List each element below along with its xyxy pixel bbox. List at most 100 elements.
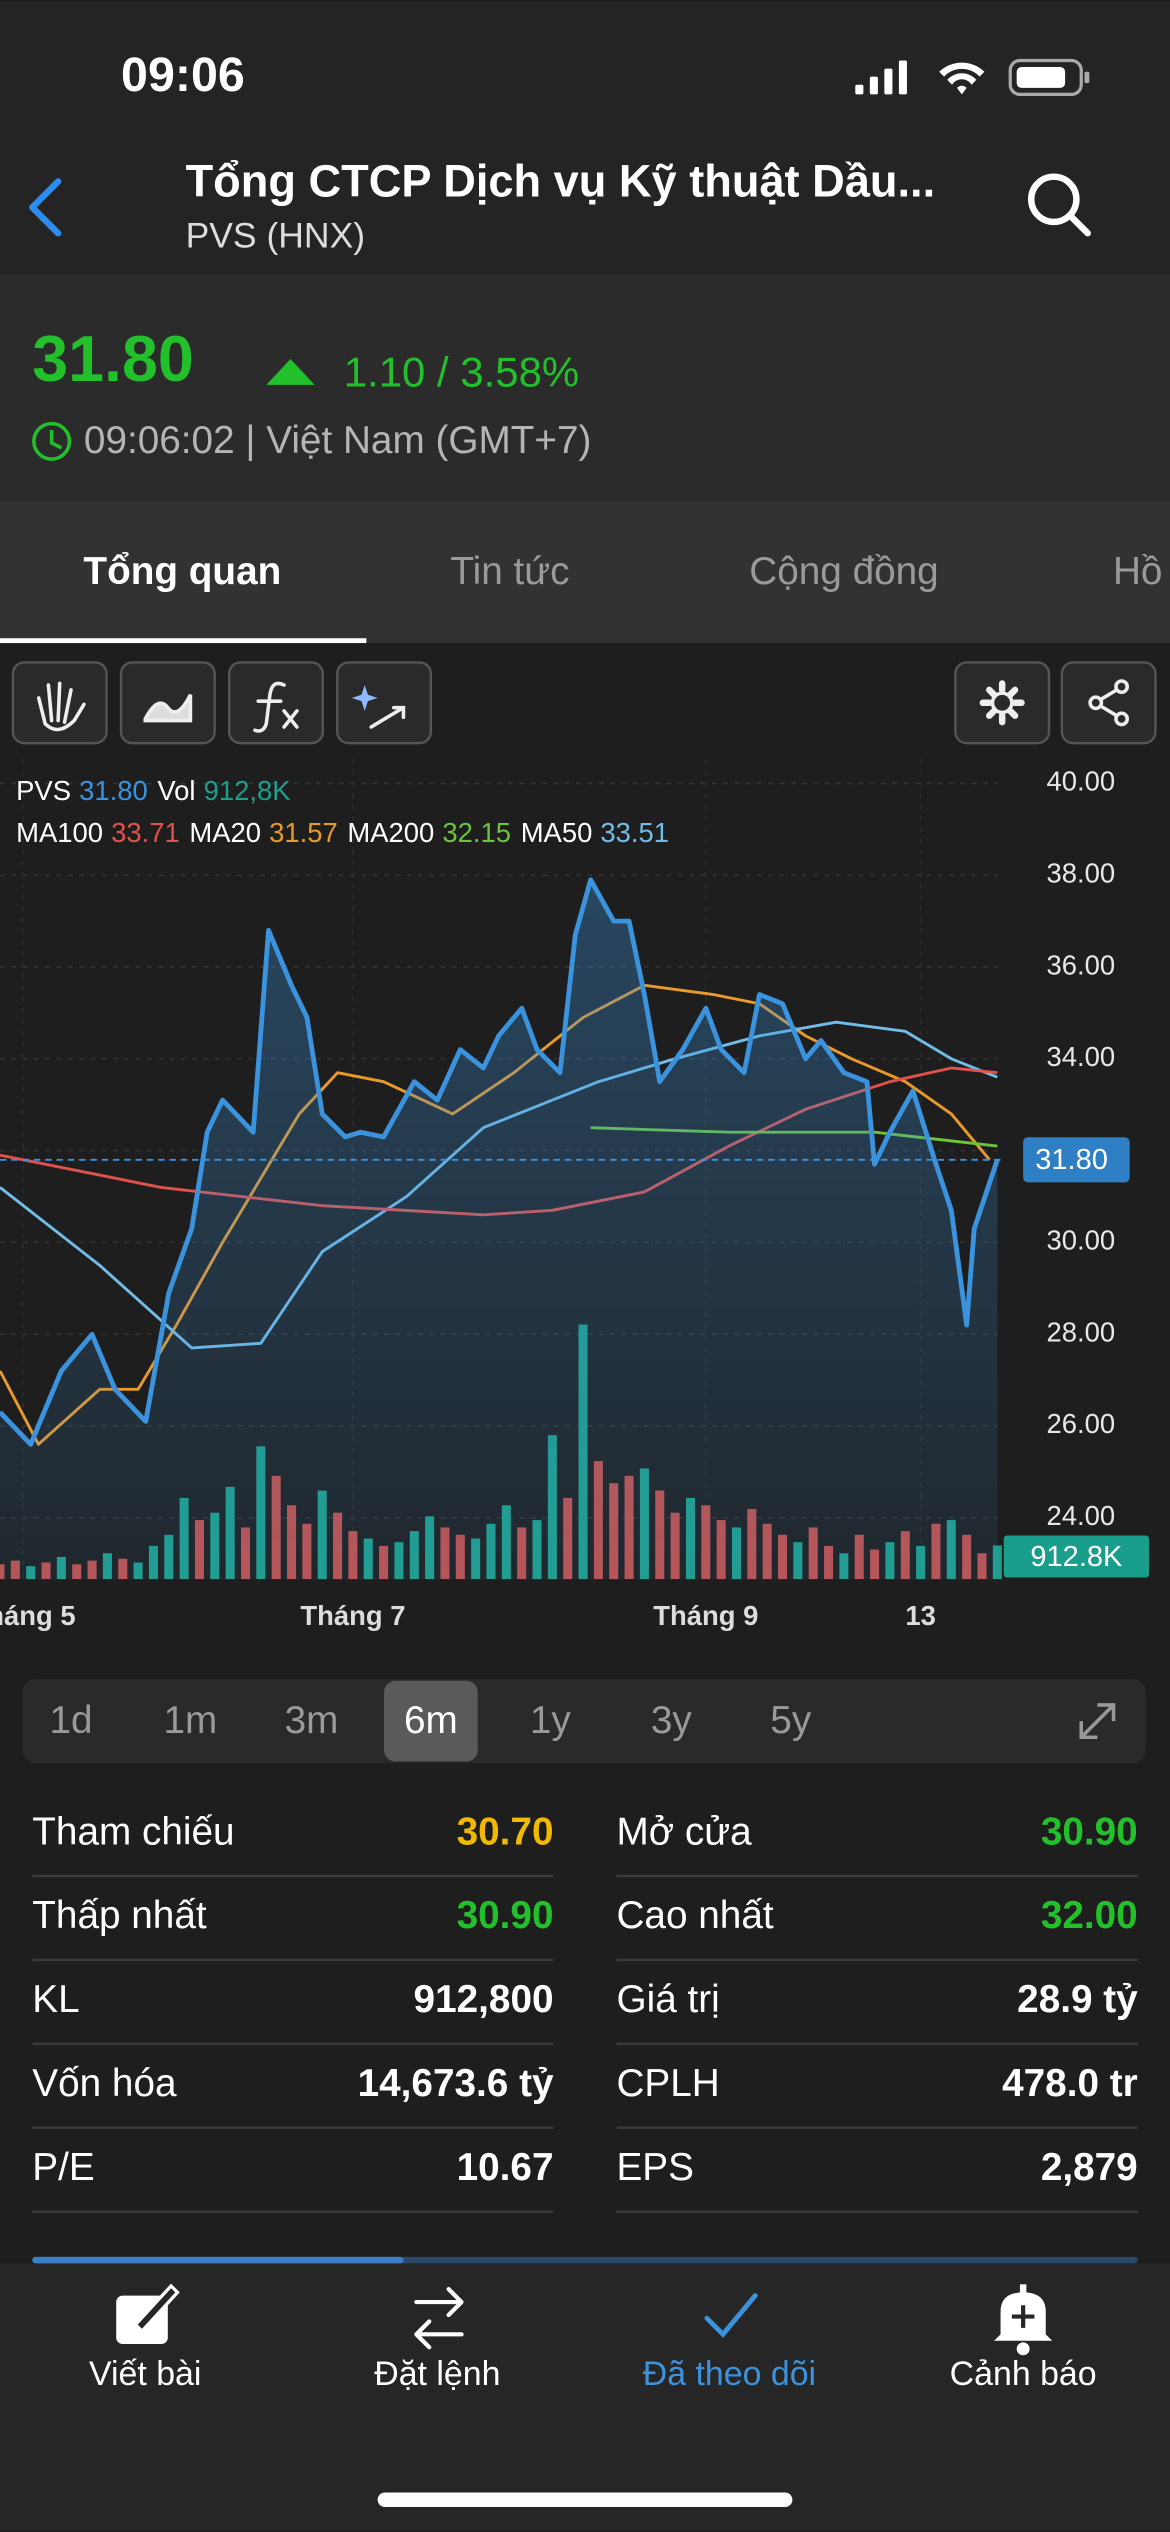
settings[interactable]	[954, 661, 1051, 745]
y-tick-label: 30.00	[1047, 1225, 1116, 1256]
y-tick-label: 24.00	[1047, 1500, 1116, 1531]
stat-label: Mở cửa	[616, 1810, 752, 1853]
stat-label: P/E	[32, 2146, 94, 2189]
tabs-bg	[0, 501, 1170, 644]
nav-bg	[0, 2263, 1170, 2532]
stat-value: 14,673.6 tỷ	[358, 2062, 554, 2105]
stat-label: Vốn hóa	[32, 2062, 177, 2105]
stat-value: 912,800	[414, 1978, 554, 2021]
range-bar	[22, 1679, 1146, 1764]
clock-icon	[32, 421, 72, 461]
y-tick-label: 40.00	[1047, 766, 1116, 797]
range-active-bg	[384, 1680, 478, 1762]
back-button[interactable]	[29, 178, 62, 237]
price-chart: 24.0026.0028.0030.0032.0034.0036.0038.00…	[0, 759, 1150, 1631]
tabs: Tổng quan Tin tức Cộng đồng Hồ	[0, 550, 1163, 644]
nav-item[interactable]: Đặt lệnh	[374, 2355, 500, 2393]
range-button[interactable]: 1y	[530, 1699, 572, 1742]
tab[interactable]: Hồ	[1113, 550, 1163, 593]
header-subtitle: PVS (HNX)	[186, 215, 366, 255]
ai-tool[interactable]	[336, 661, 433, 745]
price-line	[0, 877, 1000, 1447]
header-bg	[0, 0, 1170, 276]
stat-label: EPS	[616, 2146, 693, 2189]
stat-label: CPLH	[616, 2062, 719, 2105]
stat-label: Tham chiếu	[32, 1810, 234, 1853]
status-icons	[855, 58, 1090, 96]
legend-value: 33.71	[111, 817, 180, 848]
y-tick-label: 38.00	[1047, 858, 1116, 889]
stat-value: 32.00	[1041, 1894, 1138, 1937]
stat-value: 30.90	[457, 1894, 554, 1937]
stat-value: 478.0 tr	[1002, 2062, 1138, 2105]
legend-name: MA20	[189, 817, 261, 848]
legend-name: PVS	[16, 775, 71, 806]
range-button[interactable]: 3m	[285, 1699, 339, 1742]
tab[interactable]: Cộng đồng	[749, 550, 938, 593]
search-button[interactable]	[1027, 173, 1091, 237]
y-tick-label: 28.00	[1047, 1316, 1116, 1347]
range-button[interactable]: 3y	[651, 1699, 693, 1742]
legend-name: Vol	[157, 775, 195, 806]
legend-name: MA100	[16, 817, 103, 848]
range-button[interactable]: 1d	[49, 1699, 92, 1742]
nav-item[interactable]: Cảnh báo	[950, 2355, 1097, 2393]
last-price-label: 31.80	[1035, 1144, 1108, 1176]
x-tick-label: Tháng 7	[300, 1600, 405, 1631]
nav-item[interactable]: Đã theo dõi	[643, 2355, 816, 2393]
stat-value: 28.9 tỷ	[1017, 1978, 1138, 2021]
legend-row: PVS 31.80 Vol 912,8K	[16, 775, 290, 806]
legend-name: MA50	[521, 817, 593, 848]
quote-bg	[0, 275, 1170, 502]
expand-button[interactable]	[1079, 1703, 1116, 1740]
range-button[interactable]: 1m	[164, 1699, 218, 1742]
price-change: 1.10 / 3.58%	[344, 348, 579, 395]
y-tick-label: 34.00	[1047, 1041, 1116, 1072]
nav-item[interactable]: Viết bài	[89, 2355, 201, 2393]
x-tick-label: Tháng 9	[653, 1600, 758, 1631]
home-indicator	[377, 2492, 793, 2508]
toolbar-icons	[36, 679, 1130, 733]
up-arrow	[266, 359, 315, 385]
scroll-thumb	[32, 2256, 404, 2264]
stat-label: KL	[32, 1978, 79, 2021]
last-price-badge	[1023, 1137, 1130, 1183]
range-button[interactable]: 6m	[404, 1699, 458, 1742]
stat-value: 10.67	[457, 2146, 554, 2189]
range-button[interactable]: 5y	[770, 1699, 812, 1742]
legend-value: 31.80	[79, 775, 148, 806]
volume-label: 912.8K	[1030, 1541, 1123, 1573]
legend-name: MA200	[347, 817, 434, 848]
tab-underline	[0, 638, 367, 644]
y-tick-label: 36.00	[1047, 949, 1116, 980]
header-title: Tổng CTCP Dịch vụ Kỹ thuật Dầu...	[186, 156, 936, 207]
stat-value: 30.90	[1041, 1810, 1138, 1853]
volume-badge	[1003, 1535, 1150, 1578]
stat-value: 30.70	[457, 1810, 554, 1853]
y-tick-label: 26.00	[1047, 1408, 1116, 1439]
tab[interactable]: Tổng quan	[83, 550, 281, 593]
legend-value: 33.51	[600, 817, 669, 848]
plot	[0, 877, 1000, 1580]
legend-value: 32.15	[442, 817, 511, 848]
ranges: 1d 1m 3m 6m 1y 3y 5y	[49, 1680, 812, 1762]
stat-label: Cao nhất	[616, 1894, 773, 1937]
x-tick-label: Tháng 5	[0, 1600, 76, 1631]
stat-value: 2,879	[1041, 2146, 1138, 2189]
nav-icons	[116, 2283, 1053, 2356]
chart-style[interactable]	[119, 661, 216, 745]
stat-label: Thấp nhất	[32, 1894, 207, 1937]
stat-label: Giá trị	[616, 1978, 719, 2021]
share[interactable]	[1060, 661, 1157, 745]
legend-value: 31.57	[269, 817, 338, 848]
legend-value: 912,8K	[204, 775, 291, 806]
tab[interactable]: Tin tức	[450, 550, 569, 593]
legend-row: MA100 33.71 MA20 31.57 MA200 32.15 MA50 33.51	[16, 817, 669, 848]
quote-time: 09:06:02 | Việt Nam (GMT+7)	[84, 419, 592, 462]
chart-toolbar	[11, 661, 1157, 745]
stats: Tham chiếu 30.70 Mở cửa 30.90 Thấp nhất 30.90…	[32, 1810, 1138, 2213]
status-time: 09:06	[121, 48, 245, 102]
x-tick-label: 13	[905, 1600, 936, 1631]
